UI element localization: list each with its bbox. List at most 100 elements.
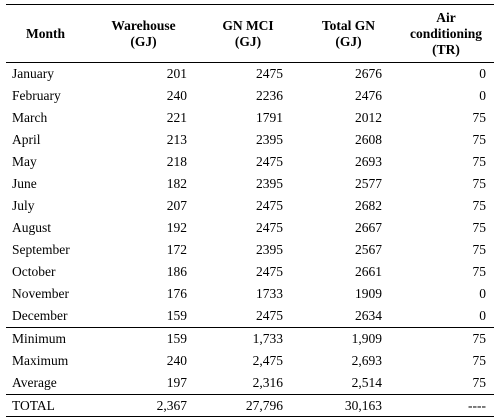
cell-month: October (12, 264, 56, 279)
cell-gn-mci: 2475 (256, 66, 283, 81)
cell-month: Maximum (12, 353, 69, 368)
cell-gn-mci: 2395 (256, 242, 283, 257)
cell-gn-mci: 2236 (256, 88, 283, 103)
cell-month: December (12, 308, 68, 323)
cell-gn-mci: 1,733 (197, 327, 299, 350)
header-air-conditioning: Air conditioning (TR) (398, 4, 494, 63)
cell-month: March (12, 110, 48, 125)
total-gn-mci: 27,796 (197, 394, 299, 417)
cell-warehouse: 240 (166, 353, 187, 368)
table-row: June 182 2395 2577 75 (6, 173, 494, 195)
monthly-rows: January 201 2475 2676 0 February 240 2236 2476 0 M… (6, 63, 494, 328)
cell-total-gn: 1,909 (299, 327, 398, 350)
cell-total-gn: 2693 (355, 154, 382, 169)
cell-gn-mci: 2475 (256, 308, 283, 323)
table-row: October 186 2475 2661 75 (6, 261, 494, 283)
stat-row: Average 197 2,316 2,514 75 (6, 372, 494, 395)
cell-warehouse: 218 (166, 154, 187, 169)
cell-total-gn: 2012 (355, 110, 382, 125)
cell-total-gn: 2,693 (351, 353, 382, 368)
cell-air-conditioning: 75 (472, 353, 487, 368)
cell-warehouse: 213 (166, 132, 187, 147)
cell-air-conditioning: 0 (479, 308, 486, 323)
cell-total-gn: 2577 (355, 176, 382, 191)
cell-warehouse: 176 (166, 286, 187, 301)
cell-warehouse: 182 (166, 176, 187, 191)
cell-warehouse: 201 (166, 66, 187, 81)
cell-air-conditioning: 75 (472, 264, 487, 279)
cell-month: January (12, 66, 54, 81)
table-row: March 221 1791 2012 75 (6, 107, 494, 129)
cell-total-gn: 2682 (355, 198, 382, 213)
header-ac-line1: Air (436, 9, 456, 25)
cell-gn-mci: 2,316 (252, 375, 283, 390)
cell-total-gn: 2667 (355, 220, 382, 235)
cell-air-conditioning: 75 (472, 375, 487, 390)
cell-air-conditioning: 0 (479, 66, 486, 81)
cell-total-gn: 2567 (355, 242, 382, 257)
table-row: April 213 2395 2608 75 (6, 129, 494, 151)
cell-month: February (12, 88, 61, 103)
cell-air-conditioning: 75 (472, 154, 487, 169)
header-total-gn-line2: (GJ) (335, 33, 362, 49)
cell-warehouse: 192 (166, 220, 187, 235)
cell-month: November (12, 286, 69, 301)
cell-gn-mci: 2475 (256, 264, 283, 279)
header-warehouse-line1: Warehouse (111, 17, 176, 33)
cell-warehouse: 159 (90, 327, 197, 350)
cell-gn-mci: 2475 (256, 198, 283, 213)
total-label: TOTAL (6, 394, 90, 417)
table-row: February 240 2236 2476 0 (6, 85, 494, 107)
header-total-gn-line1: Total GN (321, 17, 376, 33)
header-row: Month Warehouse (GJ) GN MCI (GJ) Total G… (6, 4, 494, 63)
header-ac-line2: conditioning (409, 25, 483, 41)
cell-gn-mci: 1733 (256, 286, 283, 301)
cell-warehouse: 240 (166, 88, 187, 103)
table-row: January 201 2475 2676 0 (6, 63, 494, 86)
table-row: November 176 1733 1909 0 (6, 283, 494, 305)
cell-month: April (12, 132, 41, 147)
table-row: July 207 2475 2682 75 (6, 195, 494, 217)
header-warehouse: Warehouse (GJ) (90, 4, 197, 63)
cell-total-gn: 2676 (355, 66, 382, 81)
cell-warehouse: 207 (166, 198, 187, 213)
cell-warehouse: 172 (166, 242, 187, 257)
table-header: Month Warehouse (GJ) GN MCI (GJ) Total G… (6, 4, 494, 63)
cell-gn-mci: 2395 (256, 132, 283, 147)
cell-month: August (12, 220, 52, 235)
header-month: Month (6, 4, 90, 63)
total-section: TOTAL 2,367 27,796 30,163 ---- (6, 394, 494, 417)
cell-air-conditioning: 75 (398, 327, 494, 350)
summary-stat-rows: Minimum 159 1,733 1,909 75 Maximum 240 2,475 2,6… (6, 327, 494, 395)
cell-total-gn: 2608 (355, 132, 382, 147)
cell-warehouse: 221 (166, 110, 187, 125)
cell-month: July (12, 198, 35, 213)
stat-row: Minimum 159 1,733 1,909 75 (6, 327, 494, 350)
header-ac-line3: (TR) (432, 41, 460, 57)
table-row: September 172 2395 2567 75 (6, 239, 494, 261)
energy-consumption-table: Month Warehouse (GJ) GN MCI (GJ) Total G… (6, 4, 494, 417)
table-row: August 192 2475 2667 75 (6, 217, 494, 239)
total-air-conditioning: ---- (398, 394, 494, 417)
cell-total-gn: 2476 (355, 88, 382, 103)
cell-total-gn: 2634 (355, 308, 382, 323)
cell-gn-mci: 2,475 (252, 353, 283, 368)
table-row: December 159 2475 2634 0 (6, 305, 494, 328)
cell-gn-mci: 2395 (256, 176, 283, 191)
total-warehouse: 2,367 (90, 394, 197, 417)
cell-total-gn: 1909 (355, 286, 382, 301)
cell-warehouse: 197 (166, 375, 187, 390)
header-total-gn: Total GN (GJ) (299, 4, 398, 63)
cell-warehouse: 159 (166, 308, 187, 323)
cell-gn-mci: 2475 (256, 154, 283, 169)
cell-gn-mci: 2475 (256, 220, 283, 235)
header-warehouse-line2: (GJ) (130, 33, 157, 49)
table-row: May 218 2475 2693 75 (6, 151, 494, 173)
cell-air-conditioning: 75 (472, 220, 487, 235)
cell-air-conditioning: 0 (479, 88, 486, 103)
cell-month: May (12, 154, 37, 169)
cell-total-gn: 2661 (355, 264, 382, 279)
header-gn-mci-line2: (GJ) (234, 33, 262, 49)
stat-row: Maximum 240 2,475 2,693 75 (6, 350, 494, 372)
total-total-gn: 30,163 (299, 394, 398, 417)
